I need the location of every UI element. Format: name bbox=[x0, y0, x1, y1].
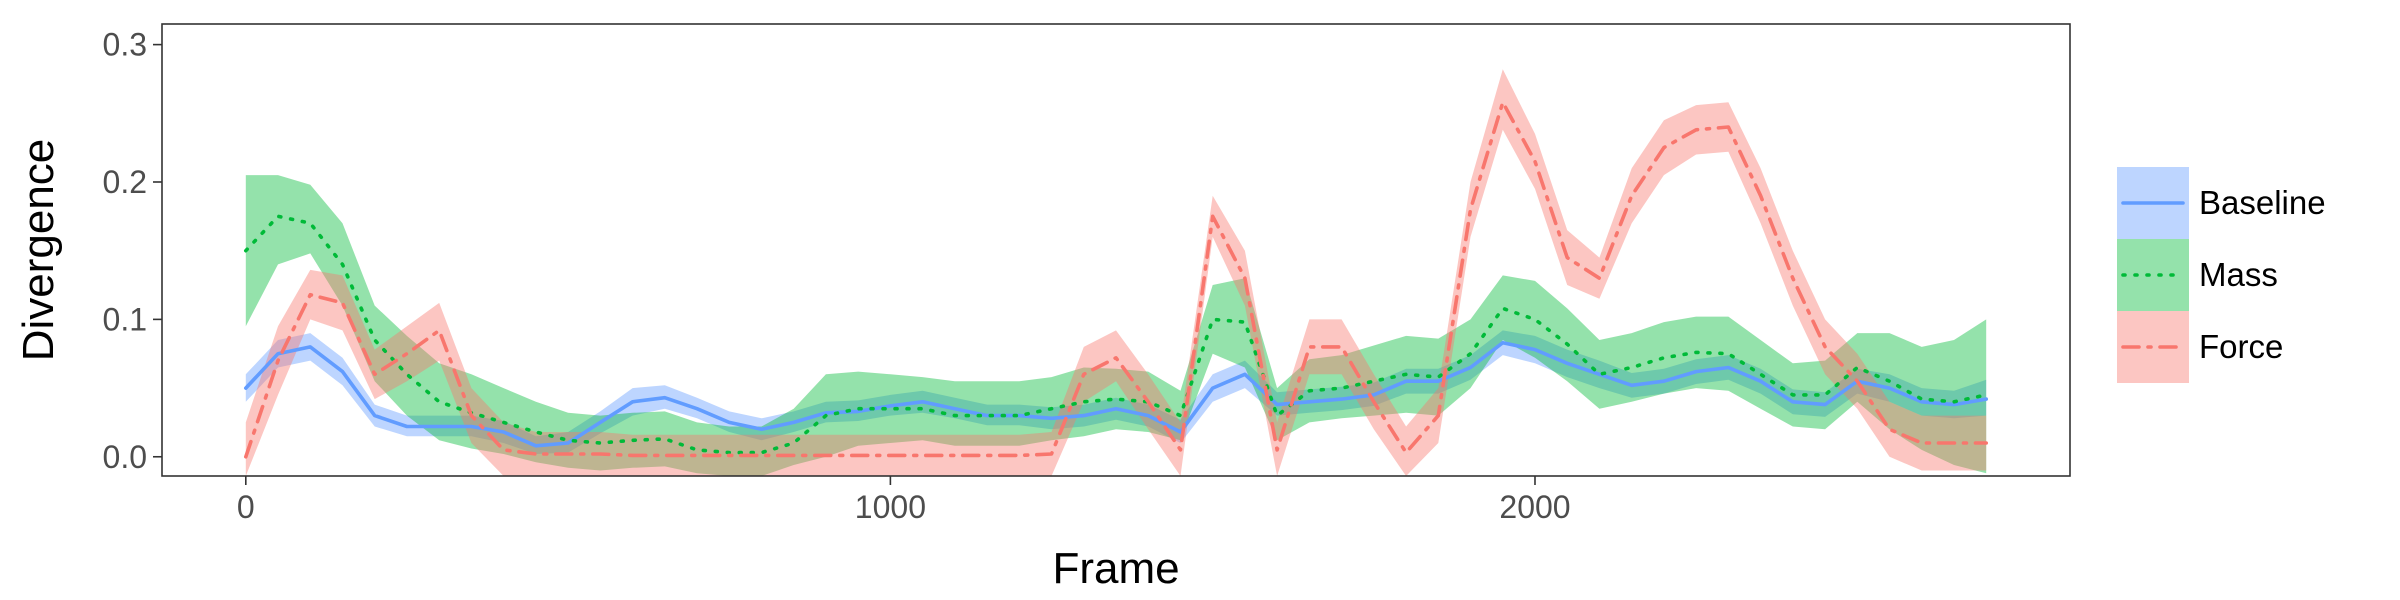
y-tick-label: 0.0 bbox=[103, 439, 147, 475]
plot-panel-border bbox=[161, 23, 2071, 477]
x-tick-label: 1000 bbox=[855, 489, 926, 525]
x-tick-label: 2000 bbox=[1499, 489, 1570, 525]
force-line bbox=[244, 100, 1988, 459]
legend-label-force: Force bbox=[2199, 328, 2283, 365]
y-tick-label: 0.2 bbox=[103, 164, 147, 200]
legend-label-baseline: Baseline bbox=[2199, 184, 2326, 221]
legend: Baseline Mass Force bbox=[2117, 167, 2326, 383]
x-tick-label: 0 bbox=[237, 489, 255, 525]
legend-item-mass: Mass bbox=[2117, 239, 2278, 311]
legend-key-mass bbox=[2117, 239, 2189, 311]
mass-line bbox=[244, 214, 1988, 455]
baseline-confidence-band bbox=[245, 330, 1987, 454]
y-axis: 0.0 0.1 0.2 0.3 bbox=[103, 27, 162, 475]
series-lines bbox=[244, 100, 1988, 459]
y-axis-title: Divergence bbox=[14, 139, 63, 362]
confidence-bands bbox=[245, 69, 1987, 477]
legend-label-mass: Mass bbox=[2199, 256, 2278, 293]
legend-item-baseline: Baseline bbox=[2117, 167, 2326, 239]
baseline-line bbox=[244, 340, 1988, 448]
y-tick-label: 0.3 bbox=[103, 27, 147, 63]
y-tick-label: 0.1 bbox=[103, 301, 147, 337]
mass-confidence-band bbox=[245, 175, 1987, 476]
x-axis-title: Frame bbox=[1052, 544, 1179, 593]
x-axis: 0 1000 2000 bbox=[237, 476, 1571, 525]
legend-item-force: Force bbox=[2117, 311, 2283, 383]
